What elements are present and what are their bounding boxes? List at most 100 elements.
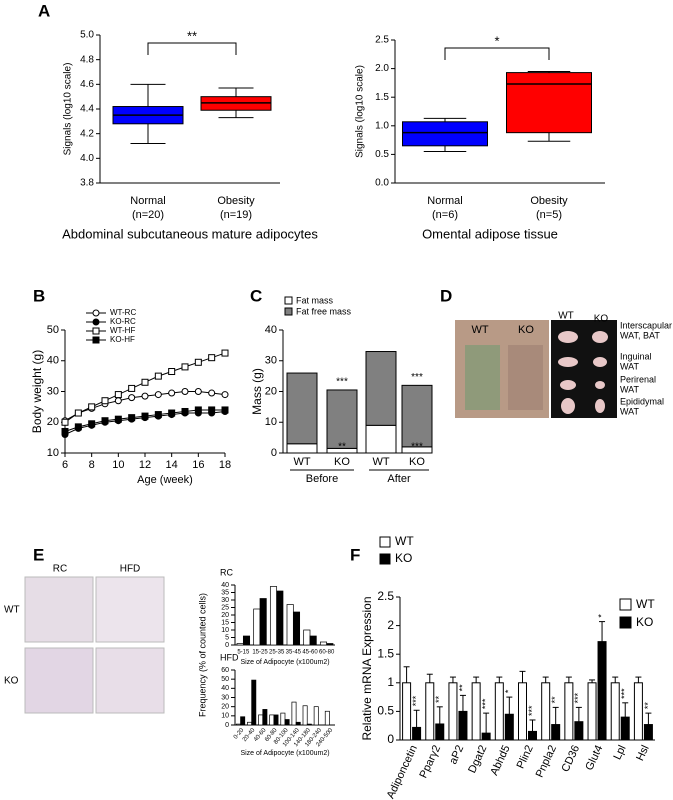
- y-tick-label: 0: [271, 447, 277, 459]
- bar-segment: [365, 351, 397, 426]
- bar: [574, 721, 584, 741]
- significance: *: [596, 614, 606, 618]
- group-label: After: [387, 473, 411, 485]
- significance: **: [643, 702, 653, 710]
- legend-swatch: [619, 598, 632, 611]
- marker: [61, 418, 69, 426]
- bar: [551, 724, 561, 741]
- annotation: ***: [411, 442, 423, 453]
- y-tick-label: 4.2: [80, 128, 94, 139]
- bar: [292, 611, 301, 646]
- marker: [74, 409, 82, 417]
- marker: [114, 397, 122, 405]
- annotation: **: [338, 442, 346, 453]
- y-axis-label: Signals (log10 scale): [63, 63, 74, 156]
- y-tick-label: 1.5: [375, 92, 389, 103]
- y-tick-label: 4.4: [80, 104, 94, 115]
- bar: [326, 643, 334, 646]
- tissue-label: WAT: [620, 384, 639, 394]
- bar: [319, 641, 328, 646]
- bar: [494, 682, 504, 741]
- panel-letter: B: [33, 286, 45, 305]
- significance: ***: [481, 698, 491, 709]
- legend-swatch: [379, 553, 391, 565]
- y-tick-label: 2: [387, 618, 394, 632]
- y-tick-label: 30: [221, 694, 229, 701]
- x-tick-label: Plin2: [515, 743, 536, 770]
- legend-label: KO-RC: [110, 317, 136, 326]
- y-tick-label: 30: [47, 385, 59, 397]
- tissue-label: Interscapular: [620, 320, 672, 330]
- x-tick-label: Adiponcetin: [385, 743, 420, 800]
- x-tick-label: 8: [89, 459, 95, 471]
- y-tick-label: 0: [225, 722, 229, 729]
- bar: [303, 629, 311, 646]
- photo-label: KO: [518, 324, 534, 336]
- y-tick-label: 10: [47, 447, 59, 459]
- marker: [194, 406, 202, 414]
- marker: [181, 363, 189, 371]
- bar: [620, 716, 630, 741]
- y-axis-label: Relative mRNA Expression: [360, 596, 374, 740]
- n-label: (n=19): [220, 209, 252, 221]
- photo-mouse-wt: [465, 345, 500, 410]
- bar-segment: [365, 424, 397, 454]
- bar: [269, 714, 275, 726]
- bar: [458, 710, 468, 741]
- bar-segment: [286, 372, 318, 445]
- bar: [435, 723, 445, 741]
- x-tick-label: 18: [219, 459, 231, 471]
- x-tick-label: Normal: [427, 195, 462, 207]
- y-tick-label: 0.0: [375, 178, 389, 189]
- significance-bracket: [444, 47, 550, 60]
- marker: [168, 389, 176, 397]
- marker: [168, 409, 176, 417]
- chart-title: HFD: [220, 652, 239, 662]
- significance: *: [494, 33, 499, 48]
- bar-segment: [326, 389, 358, 449]
- marker: [154, 391, 162, 399]
- legend-marker: [92, 336, 100, 344]
- bar: [240, 716, 246, 726]
- bar: [412, 726, 422, 741]
- legend-label: Fat free mass: [296, 306, 352, 316]
- bar: [302, 705, 308, 726]
- panel-letter: D: [440, 286, 452, 305]
- y-tick-label: 0: [225, 642, 229, 649]
- marker: [74, 423, 82, 431]
- x-tick-label: Pparγ2: [418, 743, 444, 780]
- marker: [194, 358, 202, 366]
- significance: **: [187, 28, 197, 43]
- y-tick-label: 40: [47, 355, 59, 367]
- bar: [251, 679, 257, 726]
- photo-label: WT: [471, 324, 488, 336]
- x-tick-label: 10: [112, 459, 124, 471]
- marker: [114, 415, 122, 423]
- x-tick-label: Normal: [130, 195, 165, 207]
- histology-ko-hfd: [95, 647, 165, 714]
- significance: ***: [573, 692, 583, 703]
- legend-label: WT-RC: [110, 308, 136, 317]
- y-tick-label: 1.5: [377, 646, 394, 660]
- x-tick-label: Obesity: [217, 195, 255, 207]
- x-tick-label: CD36: [559, 743, 582, 774]
- legend-swatch: [284, 307, 293, 316]
- tissue-label: Epididymal: [620, 396, 664, 406]
- bar: [306, 723, 312, 726]
- x-tick-label: 14: [166, 459, 178, 471]
- bar: [313, 706, 319, 726]
- bar: [633, 682, 643, 741]
- y-tick-label: 20: [221, 612, 229, 619]
- marker: [208, 389, 216, 397]
- bar: [269, 586, 278, 646]
- marker: [181, 388, 189, 395]
- n-label: (n=6): [432, 209, 458, 221]
- x-tick-label: Abhd5: [488, 743, 512, 777]
- significance: **: [457, 684, 467, 692]
- bar: [597, 641, 607, 741]
- box: [506, 72, 592, 134]
- x-tick-label: 16: [192, 459, 204, 471]
- x-tick-label: 15-25: [252, 650, 268, 656]
- legend-label: WT: [395, 534, 414, 548]
- bar: [276, 590, 284, 646]
